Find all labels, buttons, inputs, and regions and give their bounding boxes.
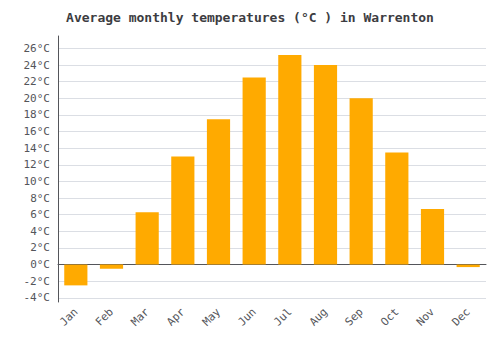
svg-text:12°C: 12°C bbox=[24, 158, 51, 171]
svg-text:24°C: 24°C bbox=[24, 59, 51, 72]
svg-text:16°C: 16°C bbox=[24, 125, 51, 138]
svg-text:-2°C: -2°C bbox=[24, 275, 51, 288]
svg-text:Nov: Nov bbox=[414, 305, 437, 328]
svg-text:18°C: 18°C bbox=[24, 108, 51, 121]
svg-text:26°C: 26°C bbox=[24, 42, 51, 55]
svg-text:Dec: Dec bbox=[450, 305, 473, 328]
svg-text:10°C: 10°C bbox=[24, 175, 51, 188]
svg-text:Apr: Apr bbox=[164, 305, 187, 328]
svg-text:Jan: Jan bbox=[57, 305, 80, 328]
svg-text:2°C: 2°C bbox=[30, 241, 50, 254]
svg-text:Jul: Jul bbox=[271, 305, 294, 328]
svg-text:Oct: Oct bbox=[378, 305, 401, 328]
svg-text:14°C: 14°C bbox=[24, 142, 51, 155]
svg-text:22°C: 22°C bbox=[24, 75, 51, 88]
svg-text:4°C: 4°C bbox=[30, 225, 50, 238]
svg-text:20°C: 20°C bbox=[24, 92, 51, 105]
svg-text:Average monthly temperatures (: Average monthly temperatures (°C ) in Wa… bbox=[66, 10, 434, 25]
svg-text:0°C: 0°C bbox=[30, 258, 50, 271]
svg-text:Feb: Feb bbox=[93, 305, 116, 328]
svg-text:8°C: 8°C bbox=[30, 192, 50, 205]
svg-text:Sep: Sep bbox=[343, 305, 366, 328]
svg-text:Jun: Jun bbox=[236, 305, 259, 328]
svg-text:-4°C: -4°C bbox=[24, 291, 51, 304]
svg-text:6°C: 6°C bbox=[30, 208, 50, 221]
svg-text:May: May bbox=[200, 305, 223, 328]
svg-text:Aug: Aug bbox=[307, 305, 330, 328]
svg-text:Mar: Mar bbox=[129, 305, 152, 328]
